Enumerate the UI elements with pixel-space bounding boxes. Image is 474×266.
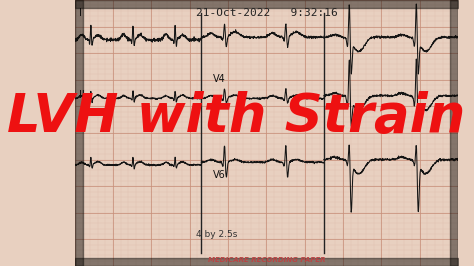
Text: MEDICARE RECORDING PAPER: MEDICARE RECORDING PAPER (208, 257, 325, 263)
Text: V6: V6 (213, 170, 226, 180)
Text: 4 by 2.5s: 4 by 2.5s (196, 230, 237, 239)
Text: LVH with Strain: LVH with Strain (7, 91, 465, 143)
Text: V4: V4 (213, 74, 226, 85)
Text: II: II (79, 90, 84, 101)
Text: 21-Oct-2022   9:32:16: 21-Oct-2022 9:32:16 (195, 8, 337, 18)
Text: I: I (79, 8, 82, 18)
